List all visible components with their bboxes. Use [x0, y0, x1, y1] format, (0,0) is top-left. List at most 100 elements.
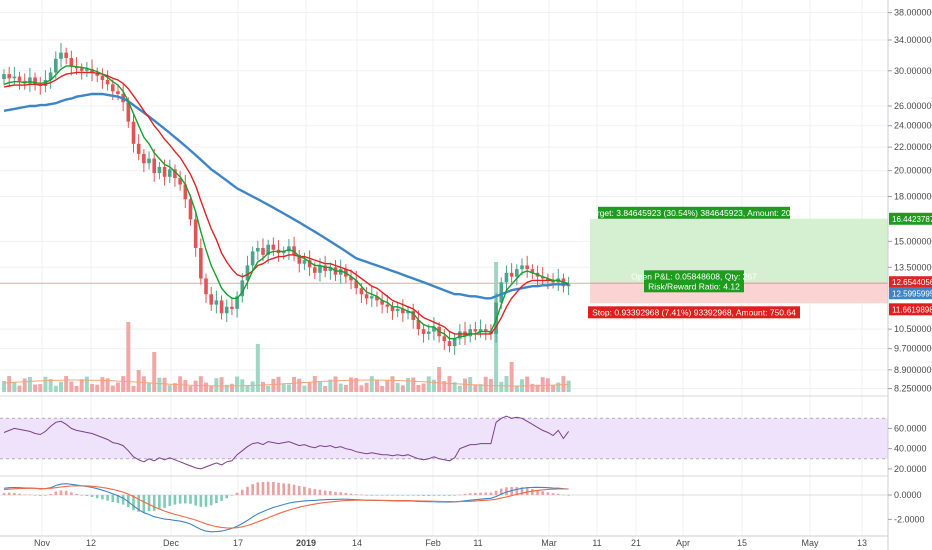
- macd-histogram-bar: [90, 495, 94, 497]
- macd-histogram-bar: [318, 489, 322, 496]
- candle-body: [28, 77, 32, 84]
- volume-bar: [152, 352, 157, 392]
- volume-bar: [224, 384, 229, 392]
- volume-bar: [442, 381, 447, 392]
- macd-histogram-bar: [261, 481, 265, 496]
- volume-bar: [292, 376, 297, 392]
- volume-bar: [556, 382, 561, 392]
- candle-body: [105, 79, 110, 85]
- volume-bar: [204, 382, 209, 392]
- volume-bar: [431, 379, 436, 392]
- macd-histogram-bar: [375, 495, 379, 496]
- macd-histogram-bar: [437, 495, 441, 496]
- price-tick-label: 13.50000000: [894, 262, 932, 272]
- macd-histogram-bar: [18, 493, 21, 496]
- macd-histogram-bar: [531, 489, 534, 496]
- volume-bar: [105, 378, 110, 392]
- candle-body: [473, 329, 478, 332]
- time-tick-label: Mar: [541, 538, 557, 548]
- macd-histogram-bar: [365, 495, 368, 496]
- candle-body: [287, 246, 291, 252]
- price-tick-label: 15.00000000: [894, 236, 932, 246]
- rsi-band: [0, 418, 888, 459]
- candle-body: [489, 331, 493, 334]
- macd-histogram-bar: [204, 495, 208, 507]
- candle-body: [245, 265, 250, 281]
- candle-body: [406, 311, 410, 314]
- volume-bar: [483, 376, 488, 392]
- volume-bar: [79, 379, 84, 392]
- candle-body: [126, 102, 131, 122]
- volume-bar: [58, 381, 63, 392]
- time-axis[interactable]: Nov 12 Dec 17 2019 14 Feb 11 Mar 11 21 Apr 15 May 13: [34, 538, 867, 548]
- candle-body: [7, 74, 11, 79]
- candle-body: [271, 244, 276, 250]
- macd-histogram-bar: [567, 495, 570, 496]
- macd-histogram-bar: [7, 492, 11, 496]
- current-price-badge-label: 12.65440560: [892, 278, 932, 287]
- macd-histogram-bar: [396, 495, 399, 496]
- macd-histogram-bar: [453, 495, 456, 496]
- signal-line: [3, 485, 569, 529]
- macd-histogram-bar: [70, 492, 73, 496]
- volume-bar: [411, 377, 416, 392]
- macd-histogram-bar: [525, 488, 529, 496]
- macd-histogram-bar: [168, 495, 172, 506]
- macd-histogram-bar: [184, 495, 187, 504]
- macd-histogram-bar: [44, 495, 47, 496]
- time-tick-label: Dec: [163, 538, 180, 548]
- macd-histogram-bar: [505, 487, 508, 496]
- candle-body: [540, 276, 545, 279]
- volume-bar: [421, 383, 426, 392]
- candle-body: [183, 184, 188, 200]
- volume-bar: [74, 385, 79, 392]
- price-tick-label: 26.00000000: [894, 101, 932, 111]
- candle-body: [136, 143, 141, 154]
- macd-histogram-bar: [251, 484, 254, 496]
- volume-bar: [84, 376, 89, 392]
- volume-bar: [183, 380, 188, 392]
- time-tick-label: 2019: [296, 538, 316, 548]
- candle-body: [147, 158, 151, 164]
- price-axis[interactable]: 38.00000000 34.00000000 30.00000000 26.0000…: [888, 8, 932, 394]
- candle-body: [204, 278, 208, 295]
- macd-pane: [0, 481, 888, 533]
- candle-body: [359, 288, 364, 295]
- candle-body: [116, 91, 120, 95]
- candle-body: [85, 69, 89, 71]
- candle-body: [509, 272, 514, 277]
- candle-body: [442, 336, 447, 342]
- volume-bar: [333, 376, 338, 392]
- candle-body: [250, 251, 255, 266]
- macd-histogram-bar: [137, 495, 140, 512]
- macd-histogram-bar: [189, 495, 192, 504]
- volume-moving-average-line: [3, 379, 569, 387]
- candle-body: [2, 74, 6, 80]
- rsi-axis[interactable]: 60.0000 40.0000 20.0000: [888, 423, 927, 474]
- volume-bar: [535, 384, 540, 392]
- ema-slow-line: [3, 71, 569, 335]
- macd-histogram-bar: [334, 491, 337, 496]
- volume-bar: [110, 385, 115, 392]
- macd-histogram-bar: [401, 495, 405, 496]
- candle-body: [426, 331, 431, 334]
- target-label-box: [598, 206, 790, 219]
- macd-histogram-bar: [551, 493, 555, 496]
- macd-histogram-bar: [28, 494, 32, 496]
- volume-bar: [188, 385, 193, 392]
- candle-body: [515, 269, 519, 277]
- volume-bar: [328, 379, 333, 392]
- macd-histogram-bar: [515, 487, 519, 496]
- candle-body: [520, 265, 524, 270]
- candlesticks: [2, 42, 571, 355]
- candle-body: [17, 76, 22, 81]
- macd-axis[interactable]: 0.0000 -2.0000: [888, 490, 925, 524]
- volume-bar: [38, 384, 43, 392]
- volume-bar: [426, 376, 431, 392]
- sma-price-badge: [889, 287, 932, 300]
- volume-bar: [374, 380, 379, 392]
- macd-histogram-bar: [132, 495, 135, 511]
- macd-histogram-bar: [256, 482, 260, 496]
- volume-bar: [286, 384, 291, 392]
